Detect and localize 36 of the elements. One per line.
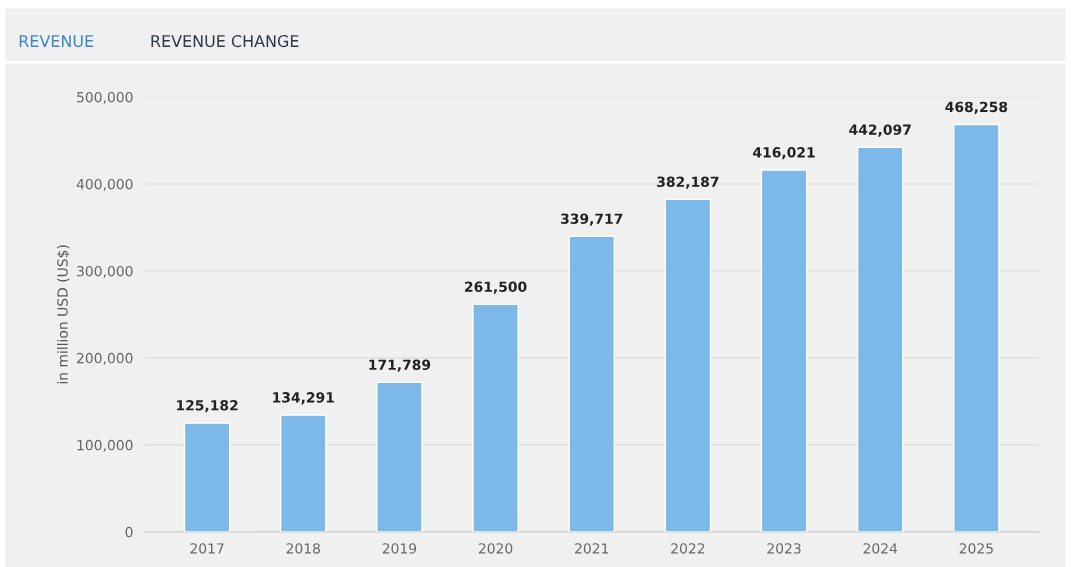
data-label: 416,021	[753, 147, 815, 160]
bar	[664, 198, 712, 532]
x-tick-label: 2023	[767, 543, 801, 554]
x-tick-label: 2022	[671, 543, 705, 554]
y-tick-label: 200,000	[77, 352, 133, 365]
bar	[183, 422, 231, 532]
bar	[760, 169, 808, 532]
data-label: 171,789	[369, 359, 431, 372]
x-tick-label: 2019	[382, 543, 417, 554]
x-tick-label: 2017	[190, 543, 224, 554]
x-tick-label: 2020	[478, 543, 513, 554]
text: REVENUE	[19, 35, 94, 48]
x-tick-label: 2024	[863, 543, 898, 554]
data-label: 134,291	[273, 392, 334, 405]
x-tick-label: 2021	[575, 543, 609, 554]
y-tick-label: 300,000	[77, 265, 133, 278]
y-tick-label: 100,000	[77, 439, 133, 452]
data-label: 339,717	[561, 213, 623, 226]
x-tick-label: 2025	[959, 543, 993, 554]
data-label: 382,187	[657, 176, 719, 189]
data-label: 468,258	[945, 101, 1008, 114]
text: REVENUE CHANGE	[151, 35, 299, 48]
bar	[953, 123, 1000, 532]
data-label: 125,182	[177, 400, 238, 413]
bar	[856, 146, 904, 532]
y-tick-label: 500,000	[77, 91, 133, 104]
bar	[568, 235, 616, 532]
y-axis-title: in million USD (US$)	[57, 245, 70, 384]
bar	[376, 381, 423, 532]
bar	[472, 303, 519, 532]
x-tick-label: 2018	[286, 543, 320, 554]
y-tick-label: 400,000	[76, 178, 133, 191]
bar	[279, 414, 327, 532]
data-label: 442,097	[849, 124, 911, 137]
data-label: 261,500	[465, 281, 527, 294]
y-tick-label: 0	[125, 526, 133, 538]
